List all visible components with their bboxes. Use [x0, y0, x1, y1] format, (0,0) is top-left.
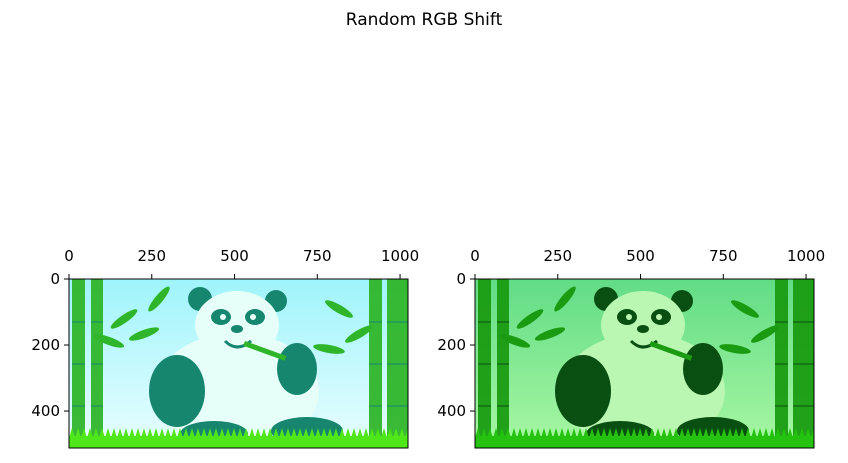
x-tick-label: 250	[543, 247, 572, 265]
x-tick-label: 1000	[787, 247, 825, 265]
bamboo-node	[807, 405, 814, 407]
x-tick-label: 0	[470, 247, 480, 265]
bamboo-leaf	[148, 286, 170, 312]
image-panel-left: 0 250 500 750 1000 0 200 400	[31, 247, 419, 449]
y-tick-label: 0	[50, 270, 60, 288]
bamboo-node	[478, 405, 491, 407]
x-tick-label: 1000	[381, 247, 419, 265]
bamboo-node	[91, 363, 103, 365]
bamboo-leaf	[719, 344, 751, 354]
bamboo-node	[401, 363, 408, 365]
bamboo-node	[401, 405, 408, 407]
bamboo-node	[793, 405, 807, 407]
bamboo-node	[478, 363, 491, 365]
bamboo-node	[72, 405, 85, 407]
bamboo-node	[401, 321, 408, 323]
bamboo-node	[387, 405, 401, 407]
bamboo-leaf	[325, 300, 353, 318]
figure-title: Random RGB Shift	[345, 10, 503, 30]
bamboo-node	[387, 363, 401, 365]
bamboo-node	[775, 405, 788, 407]
bamboo-node	[72, 321, 85, 323]
panda-right-eye	[250, 314, 256, 320]
bamboo-node	[369, 321, 382, 323]
bamboo-node	[387, 321, 401, 323]
grass-blades	[69, 428, 408, 438]
bamboo-stick-in-mouth	[243, 341, 287, 361]
panda-right-arm	[277, 343, 317, 395]
panda-right-arm	[683, 343, 723, 395]
bamboo-node	[807, 363, 814, 365]
bamboo-node	[807, 321, 814, 323]
bamboo-leaf	[751, 325, 779, 343]
bamboo-node	[775, 321, 788, 323]
bamboo-node	[91, 405, 103, 407]
bamboo-leaf	[554, 286, 576, 312]
bamboo-node	[369, 405, 382, 407]
y-tick-label: 400	[31, 402, 60, 420]
grass	[475, 436, 814, 448]
grass-blades	[475, 428, 814, 438]
bamboo-leaf	[499, 334, 531, 348]
grass	[69, 436, 408, 448]
x-tick-label: 750	[303, 247, 332, 265]
bamboo-node	[91, 321, 103, 323]
bamboo-node	[793, 321, 807, 323]
bamboo-node	[793, 363, 807, 365]
panda-left-arm	[555, 355, 611, 427]
image-panel-right: 0 250 500 750 1000 0 200 400	[437, 247, 825, 449]
panda-left-eye	[626, 314, 632, 320]
y-tick-label: 0	[456, 270, 466, 288]
bamboo-node	[497, 363, 509, 365]
bamboo-node	[369, 363, 382, 365]
x-tick-label: 0	[64, 247, 74, 265]
panda-nose	[231, 325, 243, 333]
panda-image	[475, 279, 814, 448]
bamboo-leaf	[731, 300, 759, 318]
x-tick-label: 500	[626, 247, 655, 265]
y-tick-label: 200	[437, 336, 466, 354]
axes-frame	[474, 278, 815, 449]
bamboo-leaf	[313, 344, 345, 354]
bamboo-node	[72, 363, 85, 365]
panda-left-eye	[220, 314, 226, 320]
panda-nose	[637, 325, 649, 333]
bamboo-leaf	[128, 327, 160, 341]
bamboo-leaf	[110, 309, 138, 329]
bamboo-node	[478, 321, 491, 323]
bamboo-stick-in-mouth	[649, 341, 693, 361]
panda-image	[69, 279, 408, 448]
x-tick-label: 500	[220, 247, 249, 265]
x-tick-label: 750	[709, 247, 738, 265]
bamboo-node	[497, 321, 509, 323]
bamboo-leaf	[516, 309, 544, 329]
bamboo-leaf	[93, 334, 125, 348]
bamboo-leaf	[345, 325, 373, 343]
x-tick-label: 250	[137, 247, 166, 265]
bamboo-leaf	[534, 327, 566, 341]
panda-left-arm	[149, 355, 205, 427]
bamboo-node	[497, 405, 509, 407]
y-tick-label: 200	[31, 336, 60, 354]
axes-frame	[68, 278, 409, 449]
bamboo-node	[775, 363, 788, 365]
y-tick-label: 400	[437, 402, 466, 420]
panda-right-eye	[656, 314, 662, 320]
